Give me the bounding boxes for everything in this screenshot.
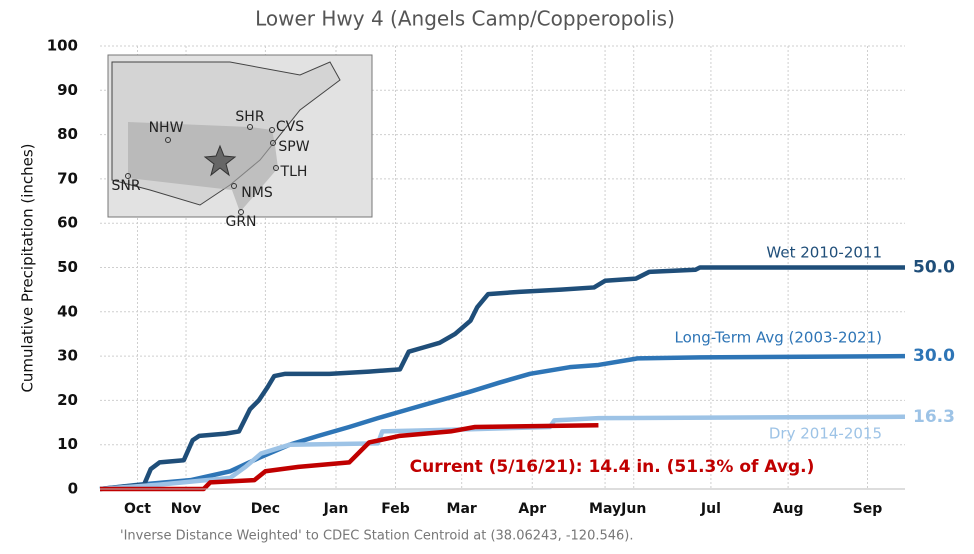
station-label: SNR — [111, 178, 140, 194]
footnote: 'Inverse Distance Weighted' to CDEC Stat… — [120, 529, 634, 544]
series-name: Long-Term Avg (2003-2021) — [675, 329, 882, 347]
value-label: 50.0 — [913, 258, 955, 278]
value-label: 30.0 — [913, 346, 955, 366]
chart-title: Lower Hwy 4 (Angels Camp/Copperopolis) — [255, 7, 675, 31]
station-label: NHW — [149, 120, 184, 136]
x-tick-label: Sep — [853, 501, 883, 517]
chart: Lower Hwy 4 (Angels Camp/Copperopolis) C… — [0, 0, 974, 550]
y-tick-label: 10 — [57, 435, 78, 453]
y-tick-label: 20 — [57, 391, 78, 409]
x-tick-label: Apr — [518, 501, 546, 517]
series-name: Dry 2014-2015 — [769, 425, 882, 443]
station-label: NMS — [241, 185, 273, 201]
series-name: Current (5/16/21): 14.4 in. (51.3% of Av… — [410, 457, 815, 477]
station-label: TLH — [280, 164, 308, 180]
station-label: SHR — [235, 109, 264, 125]
y-tick-label: 90 — [57, 81, 78, 99]
y-tick-label: 50 — [57, 258, 78, 276]
station-label: GRN — [225, 214, 256, 230]
value-label: 16.3 — [913, 407, 955, 427]
y-tick-label: 80 — [57, 125, 78, 143]
y-tick-label: 0 — [68, 480, 78, 498]
x-tick-label: Oct — [124, 501, 151, 517]
x-tick-label: Feb — [381, 501, 410, 517]
x-tick-label: Nov — [171, 501, 201, 517]
inset-map: SHR CVS NHW SPW TLH SNR NMS GRN — [108, 55, 372, 230]
x-tick-label: May — [589, 501, 621, 517]
x-tick-label: Jun — [620, 501, 646, 517]
y-tick-label: 40 — [57, 302, 78, 320]
station-label: SPW — [278, 139, 309, 155]
y-tick-label: 70 — [57, 169, 78, 187]
y-tick-label: 100 — [47, 37, 78, 55]
station-label: CVS — [276, 119, 304, 135]
y-tick-label: 60 — [57, 214, 78, 232]
x-tick-label: Jul — [700, 501, 721, 517]
x-tick-label: Mar — [447, 501, 477, 517]
x-tick-label: Jan — [323, 501, 349, 517]
x-tick-label: Dec — [251, 501, 280, 517]
x-tick-label: Aug — [773, 501, 804, 517]
y-tick-label: 30 — [57, 347, 78, 365]
series-line — [100, 268, 905, 490]
series-name: Wet 2010-2011 — [766, 244, 882, 262]
y-axis-label: Cumulative Precipitation (inches) — [19, 143, 37, 392]
